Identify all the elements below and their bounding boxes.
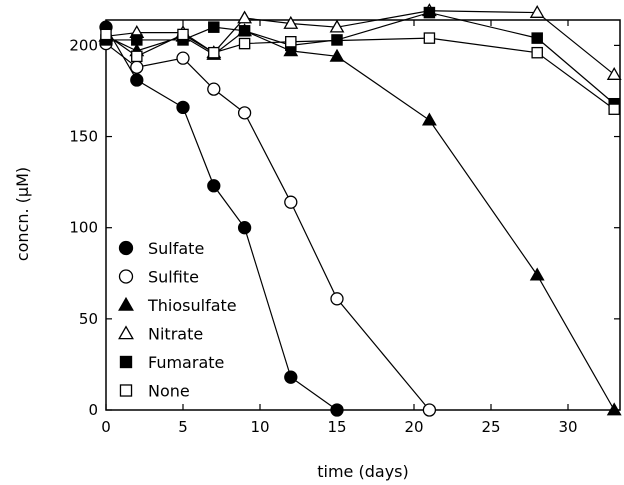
legend-label-none: None (148, 382, 190, 401)
point-none (131, 50, 143, 63)
point-none (423, 32, 436, 44)
point-fumarate (531, 32, 543, 44)
legend-marker-sulfite (118, 269, 134, 284)
legend-marker-sulfate (118, 240, 134, 256)
legend-item-sulfite: Sulfite (118, 268, 199, 287)
legend-item-none: None (119, 382, 190, 401)
legend-item-fumarate: Fumarate (119, 353, 224, 372)
x-tick-label: 0 (101, 418, 111, 436)
point-sulfite (422, 403, 437, 417)
plot-frame (105, 19, 621, 411)
point-thiosulfate (529, 267, 545, 281)
point-nitrate (329, 19, 345, 33)
point-nitrate (529, 4, 545, 18)
point-sulfite (284, 195, 298, 209)
point-nitrate (606, 66, 622, 80)
point-none (177, 28, 189, 41)
legend-marker-fumarate (119, 355, 133, 369)
point-sulfate (330, 403, 344, 417)
point-sulfate (130, 73, 144, 87)
point-sulfate (207, 179, 221, 193)
point-none (531, 46, 543, 59)
data-series (98, 3, 622, 417)
series-line-thiosulfate (105, 30, 615, 411)
point-sulfate (237, 221, 252, 235)
legend-marker-nitrate (118, 325, 134, 340)
legend-label-sulfite: Sulfite (148, 268, 199, 287)
point-none (100, 28, 112, 41)
legend-label-nitrate: Nitrate (148, 325, 203, 344)
point-fumarate (423, 6, 436, 19)
x-tick-label: 5 (178, 418, 188, 436)
point-fumarate (208, 21, 220, 33)
axis-ticks: 0 5 10 15 20 25 30 0 50 100 150 200 (69, 20, 620, 436)
point-none (238, 37, 251, 50)
legend-label-sulfate: Sulfate (148, 239, 204, 258)
point-none (608, 103, 620, 115)
y-tick-label: 100 (69, 219, 98, 237)
point-thiosulfate (606, 402, 622, 416)
y-tick-label: 150 (69, 128, 98, 146)
series-line-fumarate (106, 11, 615, 105)
point-thiosulfate (421, 112, 437, 126)
point-sulfite (176, 51, 190, 65)
point-none (285, 36, 297, 48)
series-sulfite (99, 36, 437, 417)
legend-label-thiosulfate: Thiosulfate (147, 296, 237, 315)
x-tick-label: 30 (558, 418, 577, 436)
series-none (100, 28, 620, 115)
legend: Sulfate Sulfite Thiosulfate Nitrate Fumarate… (118, 239, 237, 401)
point-sulfate (284, 370, 298, 384)
point-none (208, 46, 220, 59)
point-sulfate (176, 100, 190, 115)
point-thiosulfate (329, 48, 345, 62)
point-sulfite (330, 292, 344, 306)
legend-item-sulfate: Sulfate (118, 239, 204, 258)
legend-item-thiosulfate: Thiosulfate (118, 296, 237, 315)
legend-item-nitrate: Nitrate (118, 325, 203, 344)
point-sulfite (207, 82, 221, 96)
series-line-nitrate (105, 10, 615, 76)
y-tick-label: 50 (79, 310, 98, 328)
y-tick-label: 200 (69, 36, 98, 54)
point-fumarate (131, 34, 143, 46)
x-tick-label: 10 (250, 418, 269, 436)
point-fumarate (238, 25, 251, 37)
point-sulfite (130, 60, 144, 74)
point-nitrate (283, 15, 299, 29)
x-axis-label: time (days) (317, 462, 408, 481)
series-line-sulfite (105, 43, 430, 411)
point-sulfite (237, 106, 252, 120)
y-axis-label: concn. (μM) (13, 167, 32, 261)
x-tick-label: 25 (481, 418, 500, 436)
x-tick-label: 15 (327, 418, 346, 436)
y-tick-label: 0 (88, 401, 98, 419)
legend-marker-thiosulfate (118, 296, 134, 311)
x-tick-label: 20 (404, 418, 423, 436)
legend-marker-none (119, 384, 133, 397)
legend-label-fumarate: Fumarate (148, 353, 224, 372)
point-nitrate (237, 10, 253, 24)
